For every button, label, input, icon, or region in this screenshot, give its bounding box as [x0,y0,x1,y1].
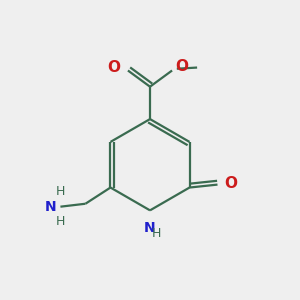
Text: H: H [56,215,65,228]
Text: O: O [108,60,121,75]
Text: O: O [176,59,189,74]
Text: N: N [44,200,56,214]
Text: N: N [144,221,156,235]
Text: O: O [224,176,237,190]
Text: H: H [56,185,65,198]
Text: H: H [152,226,161,240]
